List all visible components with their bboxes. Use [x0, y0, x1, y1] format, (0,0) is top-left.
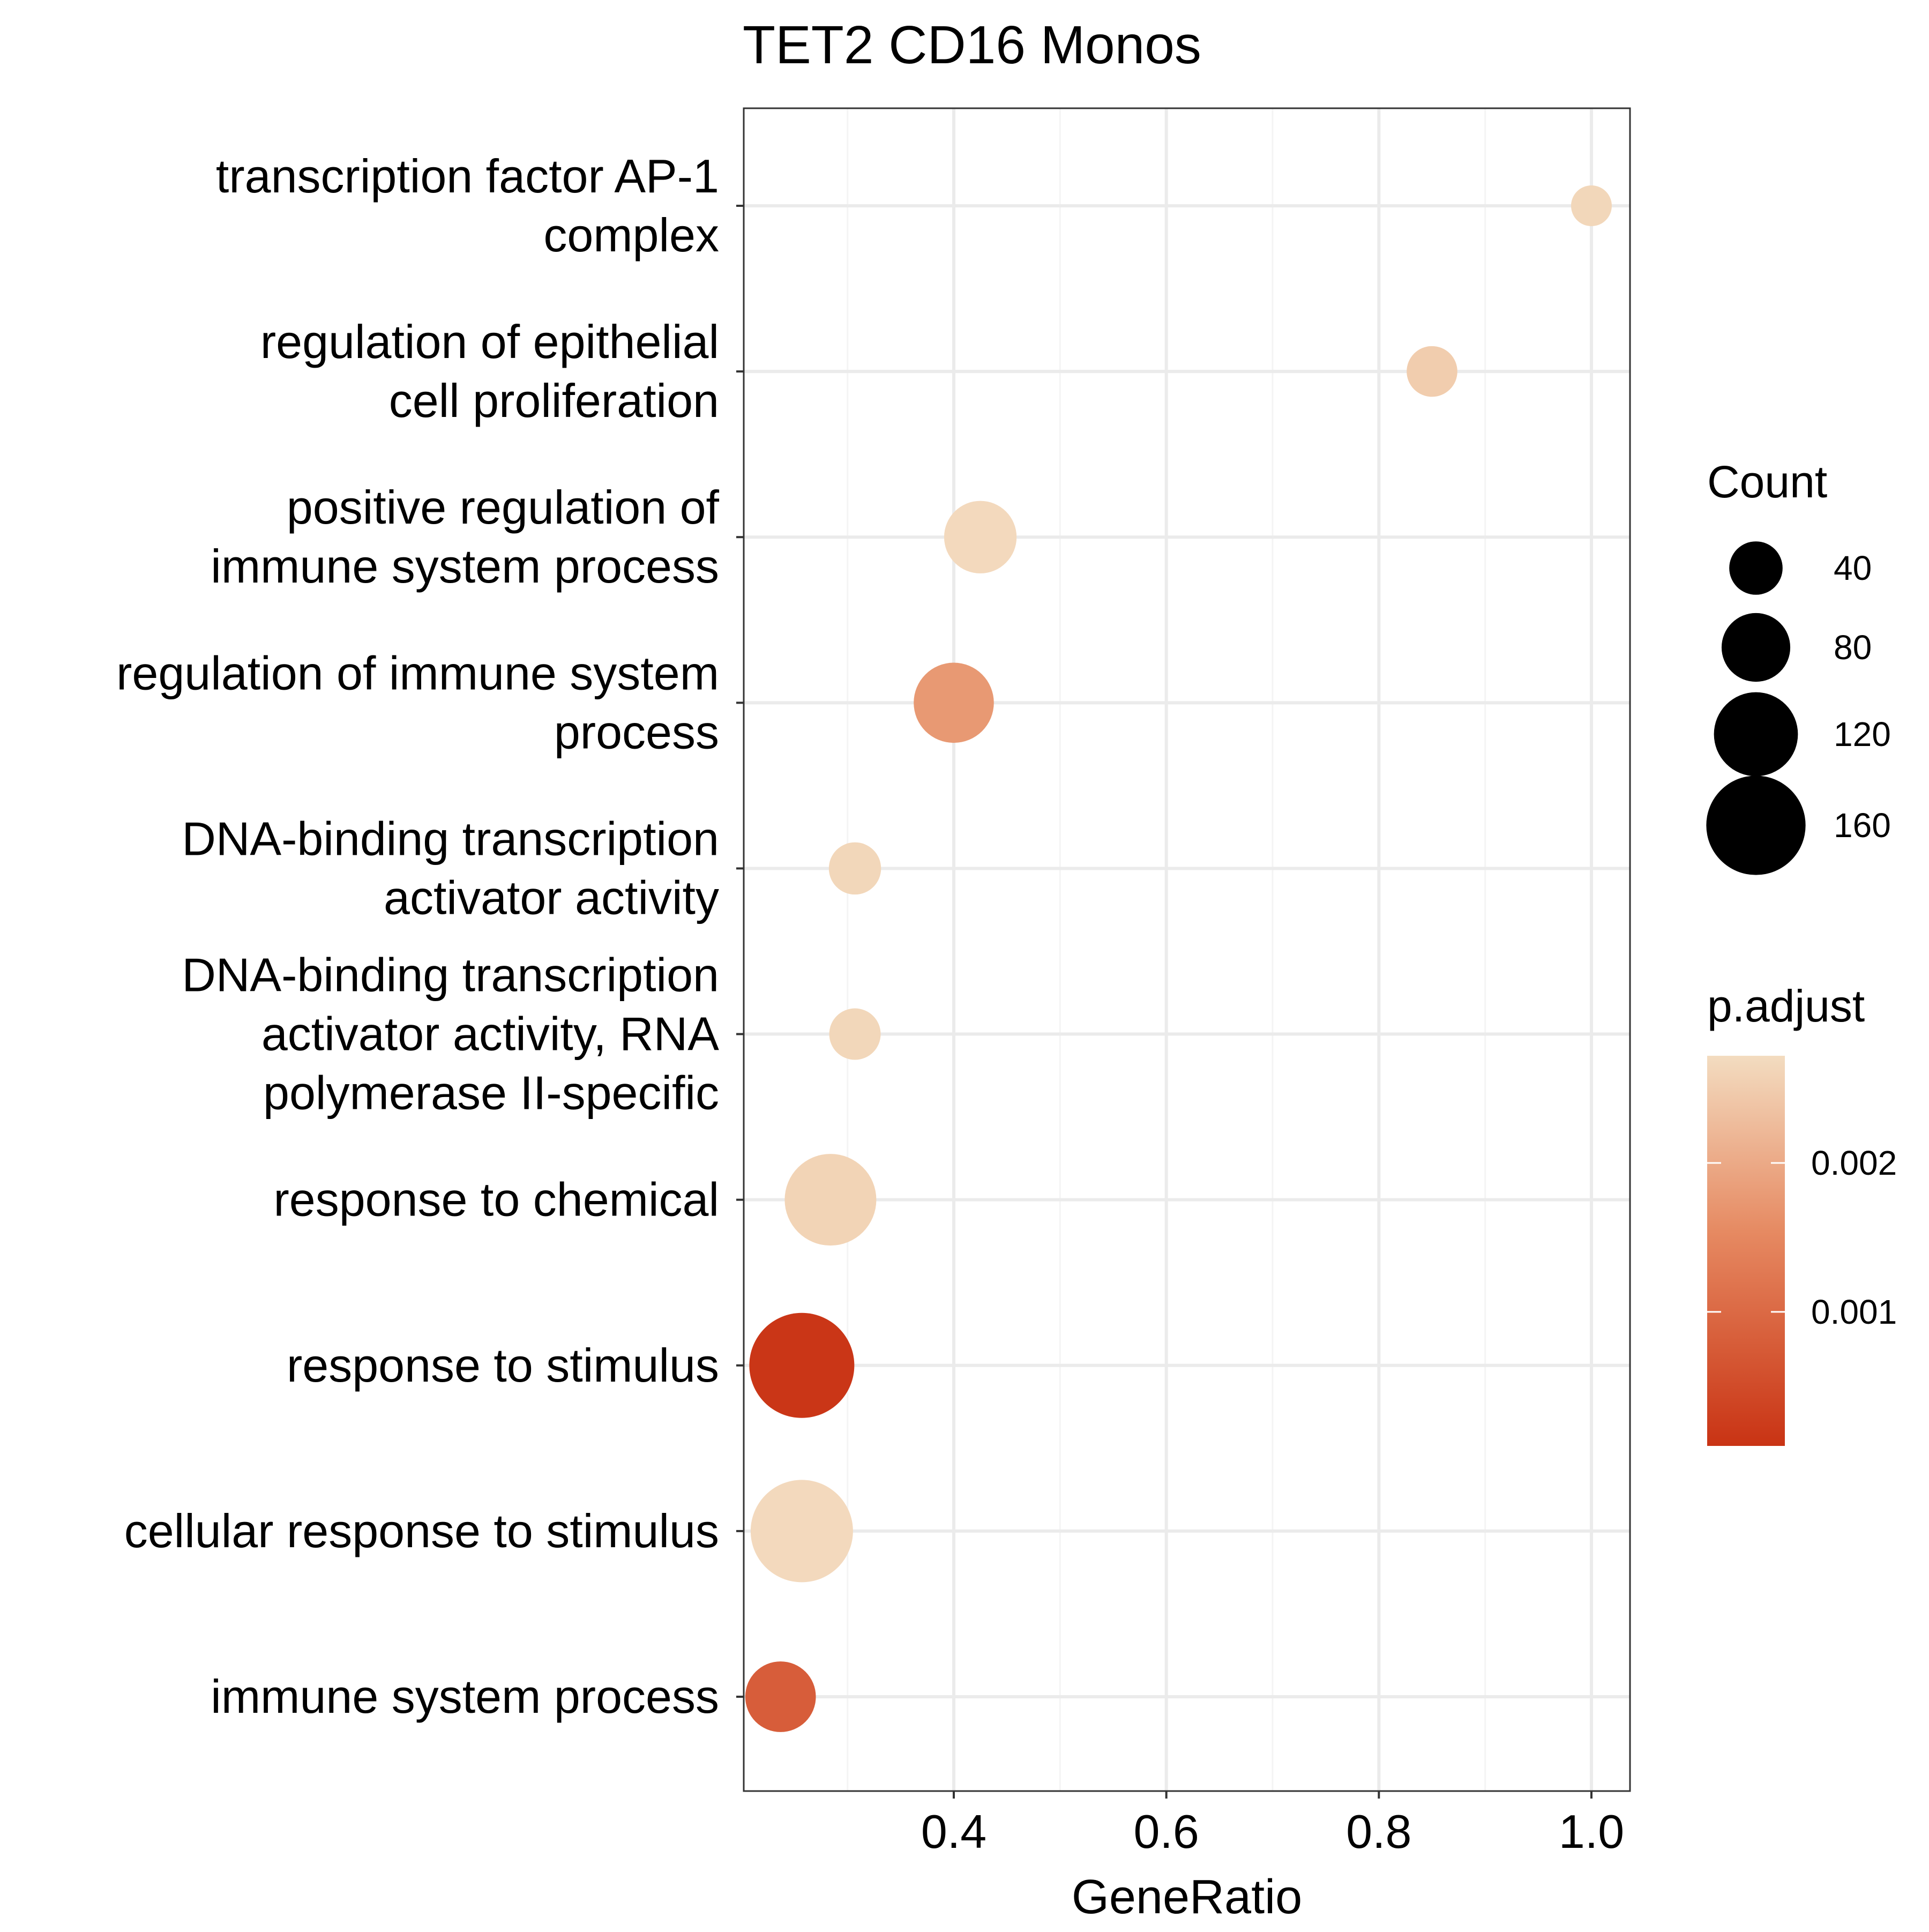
- colorbar-tick-label: 0.001: [1811, 1293, 1897, 1331]
- data-point: [784, 1154, 877, 1246]
- y-category-label: DNA-binding transcription activator activ…: [182, 949, 719, 1120]
- count-legend-key: [1721, 613, 1791, 682]
- count-legend-title: Count: [1707, 457, 1827, 507]
- data-point: [829, 1008, 881, 1060]
- x-tick-label: 1.0: [1559, 1805, 1624, 1858]
- panel-border: [743, 107, 1631, 1792]
- p-adjust-colorbar: [1707, 1056, 1785, 1446]
- x-tick-label: 0.8: [1346, 1805, 1411, 1858]
- count-legend-label: 120: [1834, 715, 1891, 754]
- y-category-label: transcription factor AP-1 complex: [216, 150, 719, 262]
- count-legend-key: [1714, 692, 1798, 777]
- p-adjust-legend: p.adjust 0.002 0.001: [1707, 981, 1897, 1446]
- y-category-label: immune system process: [211, 1670, 719, 1723]
- x-tick-label: 0.4: [921, 1805, 986, 1858]
- data-point: [745, 1661, 816, 1732]
- x-tick-label: 0.6: [1133, 1805, 1199, 1858]
- count-legend-label: 40: [1834, 549, 1872, 587]
- x-axis-title: GeneRatio: [1072, 1870, 1302, 1924]
- data-point: [749, 1312, 855, 1418]
- colorbar-tick-label: 0.002: [1811, 1144, 1897, 1182]
- count-legend-key: [1729, 541, 1783, 595]
- data-point: [944, 501, 1017, 573]
- y-category-label: regulation of immune system process: [116, 646, 719, 758]
- data-points: [745, 185, 1612, 1732]
- count-legend-key: [1706, 775, 1806, 875]
- data-point: [914, 662, 994, 743]
- p-adjust-legend-title: p.adjust: [1707, 981, 1865, 1031]
- y-category-label: cellular response to stimulus: [124, 1504, 719, 1557]
- x-axis-labels: 0.4 0.6 0.8 1.0: [921, 1805, 1624, 1858]
- data-point: [750, 1480, 853, 1583]
- count-legend-label: 160: [1834, 806, 1891, 845]
- data-point: [1571, 185, 1612, 226]
- chart-title: TET2 CD16 Monos: [743, 15, 1201, 75]
- axis-ticks: [736, 205, 1592, 1799]
- y-axis-labels: transcription factor AP-1 complex regulati…: [116, 150, 719, 1723]
- y-category-label: response to stimulus: [287, 1339, 719, 1392]
- grid: [744, 108, 1630, 1791]
- y-category-label: positive regulation of immune system proc…: [211, 481, 719, 593]
- y-category-label: regulation of epithelial cell proliferati…: [260, 315, 719, 427]
- count-legend-label: 80: [1834, 628, 1872, 667]
- data-point: [828, 842, 881, 895]
- count-legend: Count 40 80 120 160: [1706, 457, 1891, 875]
- y-category-label: response to chemical: [273, 1173, 719, 1226]
- y-category-label: DNA-binding transcription activator activ…: [182, 812, 719, 924]
- data-point: [1407, 346, 1457, 397]
